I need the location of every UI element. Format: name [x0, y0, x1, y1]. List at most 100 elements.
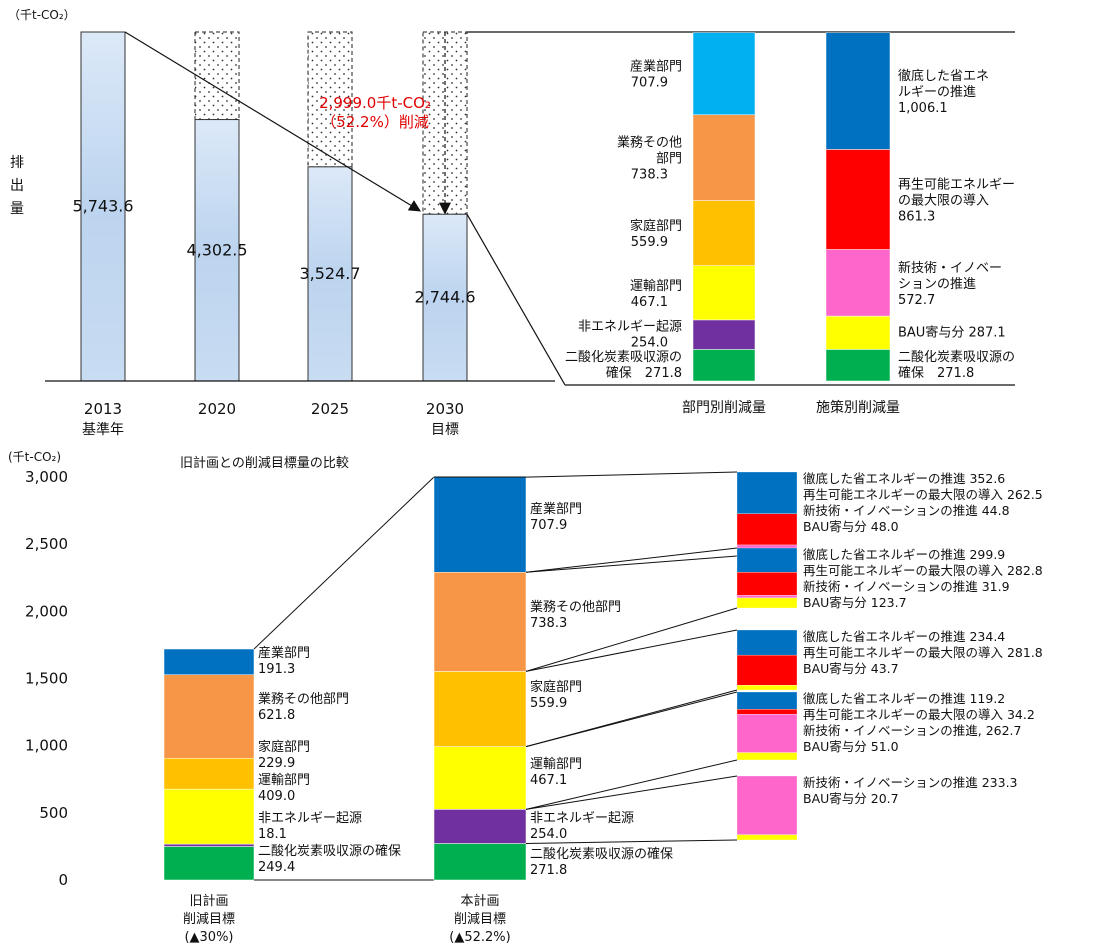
segment-name-label: 産業部門: [258, 645, 310, 661]
detail-segment: [736, 709, 798, 715]
plan-comparison-chart: (千t-CO₂) 旧計画との削減目標量の比較 0 500 1,000 1,500 2,000…: [8, 450, 673, 945]
segment-value-label: 1,006.1: [898, 101, 948, 116]
bar-value-label: 5,743.6: [72, 197, 133, 216]
segment-value-label: 467.1: [631, 295, 668, 310]
segment-name-label: 非エネルギー起源: [578, 320, 682, 335]
detail-label: 徹底した省エネルギーの推進 119.2: [803, 691, 1005, 706]
x-tick-label: 2020: [198, 400, 236, 418]
detail-label: 徹底した省エネルギーの推進 352.6: [803, 471, 1005, 486]
detail-connector: [525, 691, 738, 748]
y-axis-label-char: 量: [10, 201, 24, 217]
emissions-trend-chart: （千t-CO₂） 排出量 5,743.6 2013 基準年 4,302.5 2020 3,52…: [8, 8, 555, 438]
detail-segment: [736, 597, 798, 609]
stacked-segment: [692, 319, 756, 350]
category-label: 部門別削減量: [682, 399, 766, 416]
x-tick-label: 2025: [311, 400, 349, 418]
stacked-segment: [692, 349, 756, 382]
stacked-segment: [692, 200, 756, 266]
stacked-segment: [825, 149, 891, 250]
comparison-connector: [253, 476, 435, 650]
reduction-annotation: 2,999.0千t-CO₂: [319, 94, 431, 112]
stacked-segment: [825, 315, 891, 350]
stacked-segment: [433, 746, 527, 810]
stacked-segment: [825, 32, 891, 150]
stacked-segment: [163, 648, 255, 675]
detail-segment: [736, 834, 798, 841]
stacked-segment: [433, 571, 527, 672]
stacked-segment: [163, 674, 255, 759]
stacked-segment: [825, 349, 891, 382]
detail-segment: [736, 685, 798, 691]
x-tick-label: 基準年: [82, 421, 124, 438]
segment-name-label: 業務その他: [617, 135, 682, 151]
detail-label: BAU寄与分 43.7: [803, 661, 899, 676]
stacked-segment: [433, 809, 527, 844]
segment-value-label: 559.9: [631, 235, 668, 250]
chart-title: 旧計画との削減目標量の比較: [180, 455, 349, 471]
segment-value-label: 467.1: [530, 773, 567, 788]
segment-value-label: 409.0: [258, 789, 295, 804]
detail-segment: [736, 572, 798, 596]
segment-name-label: 運輸部門: [630, 279, 682, 294]
detail-connector: [525, 547, 738, 573]
segment-name-label: 部門: [656, 152, 682, 167]
segment-name-label: 運輸部門: [530, 757, 582, 772]
segment-name-label: 二酸化炭素吸収源の確保: [258, 843, 401, 859]
segment-value-label: 271.8: [530, 863, 567, 878]
x-tick-label: 2030: [426, 400, 464, 418]
reduction-annotation: （52.2%）削減: [321, 113, 429, 131]
segment-value-label: 191.3: [258, 662, 295, 677]
segment-name-label: の最大限の導入: [898, 193, 989, 208]
detail-segment: [736, 595, 798, 599]
detail-label: 再生可能エネルギーの最大限の導入 282.8: [803, 563, 1043, 578]
segment-value-label: 229.9: [258, 756, 295, 771]
segment-name-label: 非エネルギー起源: [258, 811, 362, 826]
detail-label: 新技術・イノベーションの推進 233.3: [803, 775, 1018, 790]
bar-value-label: 4,302.5: [186, 240, 247, 259]
detail-segment: [736, 513, 798, 546]
detail-label: 徹底した省エネルギーの推進 299.9: [803, 547, 1005, 562]
detail-segment: [736, 629, 798, 656]
x-tick-label: 目標: [431, 422, 459, 438]
x-tick-label: (▲52.2%): [449, 930, 510, 945]
segment-value-label: 254.0: [530, 827, 567, 842]
y-axis-label-char: 排: [10, 155, 24, 171]
stacked-segment: [433, 843, 527, 881]
detail-label: 再生可能エネルギーの最大限の導入 262.5: [803, 487, 1043, 502]
y-tick-label: 2,000: [25, 602, 68, 620]
y-axis-label-char: 出: [10, 178, 24, 194]
detail-connector: [525, 607, 738, 672]
zoom-connector-line: [466, 213, 566, 386]
segment-value-label: 861.3: [898, 209, 935, 224]
detail-label: BAU寄与分 51.0: [803, 739, 899, 754]
detail-segment: [736, 752, 798, 761]
detail-label: BAU寄与分 123.7: [803, 595, 907, 610]
segment-name-label: 新技術・イノベー: [898, 260, 1002, 276]
reduction-dotted-bar: [194, 31, 240, 121]
segment-name-label: 運輸部門: [258, 773, 310, 788]
detail-label: 徹底した省エネルギーの推進 234.4: [803, 629, 1005, 644]
bar-value-label: 3,524.7: [299, 264, 360, 283]
segment-name-label: 業務その他部門: [258, 691, 349, 707]
segment-name-label: 再生可能エネルギー: [898, 177, 1015, 192]
detail-segment: [736, 714, 798, 753]
segment-value-label: 254.0: [631, 336, 668, 351]
reduction-dotted-bar: [307, 31, 353, 168]
detail-label: 新技術・イノベーションの推進, 262.7: [803, 723, 1021, 738]
segment-name-label: 二酸化炭素吸収源の確保: [530, 846, 673, 862]
trend-arrow: [124, 31, 422, 212]
x-tick-label: 削減目標: [454, 911, 506, 927]
segment-value-label: 確保 271.8: [606, 365, 682, 381]
detail-segment: [736, 547, 798, 573]
detail-connector: [525, 839, 738, 844]
stacked-segment: [163, 846, 255, 881]
unit-label: （千t-CO₂）: [8, 8, 76, 22]
segment-name-label: 家庭部門: [258, 739, 310, 755]
segment-name-label: 徹底した省エネ: [898, 68, 989, 84]
segment-value-label: 確保 271.8: [898, 365, 974, 381]
segment-value-label: 707.9: [631, 76, 668, 91]
detail-segment: [736, 654, 798, 686]
